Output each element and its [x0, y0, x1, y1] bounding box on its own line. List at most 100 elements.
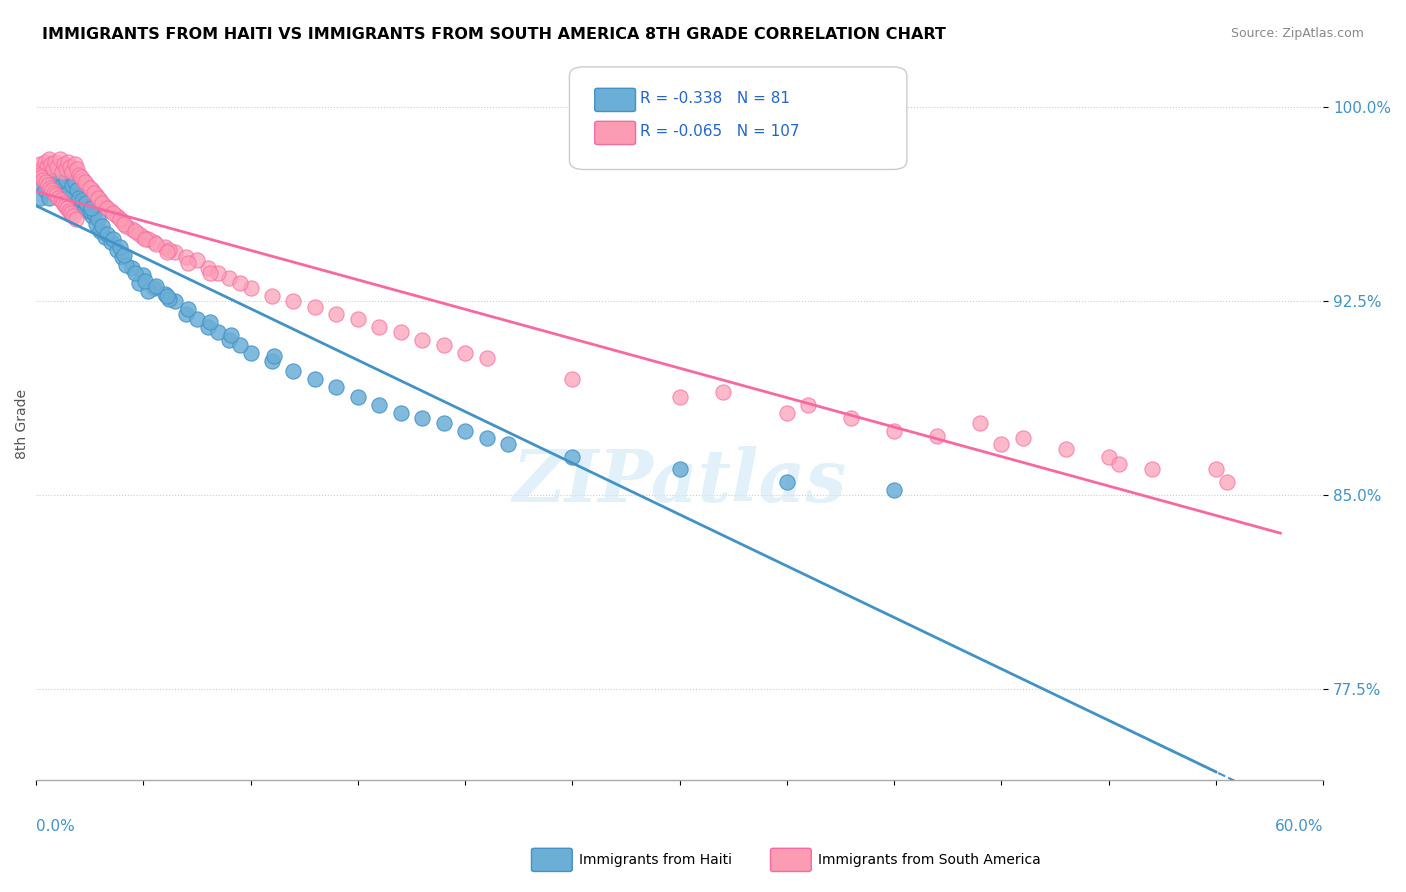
Point	[39, 178, 62, 192]
Point	[80, 183, 103, 197]
Point	[925, 429, 948, 443]
Point	[454, 346, 477, 360]
Point	[34, 175, 56, 189]
Point	[389, 406, 412, 420]
Point	[136, 232, 159, 246]
Point	[1054, 442, 1077, 456]
Point	[63, 157, 86, 171]
Point	[75, 196, 97, 211]
Point	[132, 229, 155, 244]
Point	[177, 255, 200, 269]
Point	[31, 162, 53, 177]
Point	[121, 260, 143, 275]
Point	[70, 170, 93, 185]
Point	[153, 240, 176, 254]
Point	[368, 398, 391, 412]
Text: R = -0.065   N = 107: R = -0.065 N = 107	[640, 124, 799, 138]
Point	[239, 346, 262, 360]
Point	[134, 232, 156, 246]
Point	[475, 351, 498, 366]
Point	[93, 229, 115, 244]
Text: R = -0.338   N = 81: R = -0.338 N = 81	[640, 91, 790, 105]
Point	[115, 219, 138, 234]
Point	[44, 180, 66, 194]
Point	[165, 294, 187, 309]
Text: Source: ZipAtlas.com: Source: ZipAtlas.com	[1230, 27, 1364, 40]
Point	[111, 251, 134, 265]
Point	[87, 211, 110, 226]
Point	[156, 289, 179, 303]
Point	[969, 416, 991, 430]
Point	[79, 180, 101, 194]
Point	[103, 206, 125, 220]
Point	[41, 183, 63, 197]
Point	[89, 194, 111, 208]
Text: Immigrants from Haiti: Immigrants from Haiti	[579, 853, 733, 867]
Point	[83, 186, 105, 200]
Point	[80, 209, 103, 223]
Text: 0.0%: 0.0%	[37, 819, 75, 834]
Point	[52, 196, 75, 211]
Point	[62, 165, 84, 179]
Point	[56, 154, 79, 169]
Point	[260, 354, 283, 368]
Point	[776, 475, 799, 490]
Point	[66, 162, 89, 177]
Point	[70, 194, 93, 208]
Point	[219, 328, 242, 343]
Point	[112, 248, 135, 262]
Point	[72, 196, 94, 211]
Point	[38, 191, 60, 205]
Point	[30, 170, 52, 185]
Point	[177, 302, 200, 317]
Point	[84, 188, 107, 202]
Point	[411, 410, 433, 425]
Point	[207, 266, 229, 280]
Point	[142, 235, 165, 249]
Point	[711, 384, 734, 399]
Point	[67, 168, 90, 182]
Point	[198, 266, 221, 280]
Point	[39, 157, 62, 171]
Point	[561, 450, 583, 464]
Point	[55, 162, 77, 177]
Point	[83, 206, 105, 220]
Point	[207, 326, 229, 340]
Point	[389, 326, 412, 340]
Point	[145, 278, 167, 293]
Point	[304, 300, 326, 314]
Point	[142, 281, 165, 295]
Point	[668, 462, 690, 476]
Point	[128, 277, 150, 291]
Point	[79, 203, 101, 218]
Point	[46, 170, 69, 185]
Point	[218, 333, 240, 347]
Point	[668, 390, 690, 404]
Point	[63, 175, 86, 189]
Point	[186, 312, 208, 326]
Point	[128, 227, 150, 241]
Point	[839, 410, 862, 425]
Point	[304, 372, 326, 386]
Point	[91, 196, 114, 211]
Point	[27, 165, 49, 179]
Point	[283, 294, 305, 309]
Point	[111, 214, 134, 228]
Point	[108, 240, 131, 254]
Point	[58, 203, 80, 218]
Point	[156, 245, 179, 260]
Text: Immigrants from South America: Immigrants from South America	[818, 853, 1040, 867]
Point	[30, 191, 52, 205]
Point	[197, 260, 219, 275]
Point	[229, 277, 252, 291]
Point	[91, 219, 114, 234]
Point	[1098, 450, 1121, 464]
Point	[112, 217, 135, 231]
Point	[134, 274, 156, 288]
Point	[346, 312, 368, 326]
Point	[100, 203, 122, 218]
Point	[93, 199, 115, 213]
Point	[84, 217, 107, 231]
Point	[48, 183, 70, 197]
Y-axis label: 8th Grade: 8th Grade	[15, 389, 30, 459]
